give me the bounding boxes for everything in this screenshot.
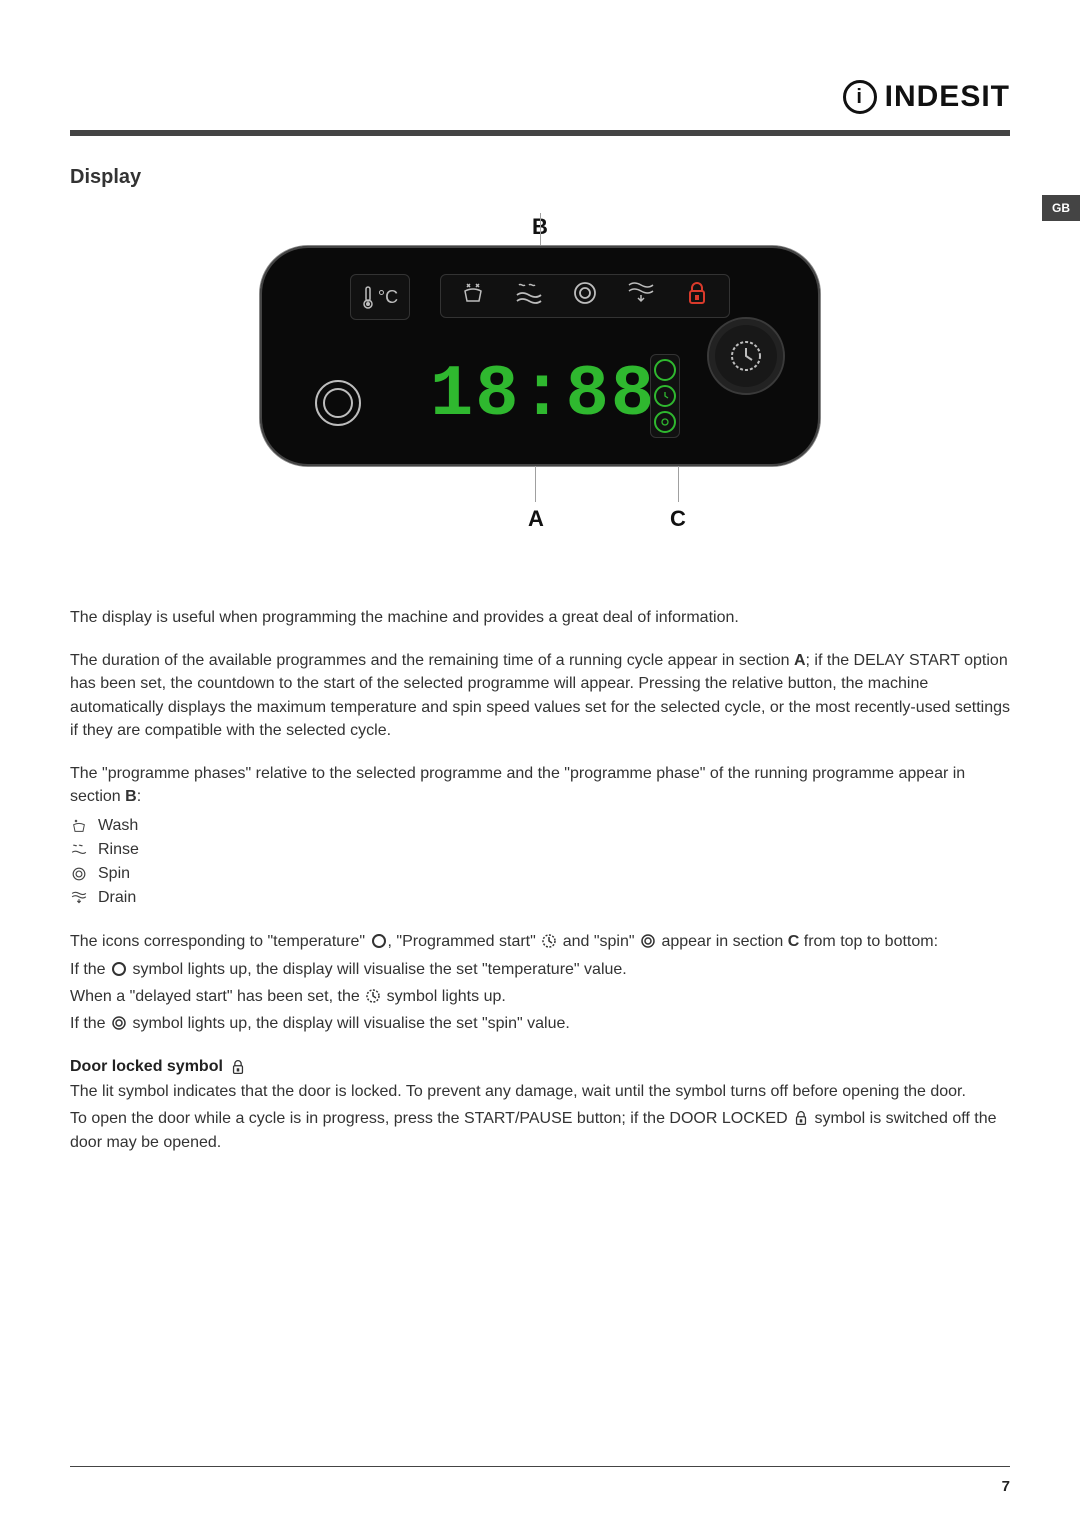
phase-list: Wash Rinse Spin Drain: [70, 814, 1010, 910]
section-c-icons: [650, 354, 680, 438]
drain-icon: [70, 891, 88, 905]
intro-paragraph: The display is useful when programming t…: [70, 606, 1010, 629]
brand-text: INDESIT: [885, 80, 1010, 114]
door-locked-heading: Door locked symbol: [70, 1055, 247, 1078]
display-panel: °C: [260, 246, 820, 466]
c-spin-icon: [654, 411, 676, 433]
rinse-icon: [70, 843, 88, 857]
callout-line-b: [540, 213, 541, 245]
temp-line: If the symbol lights up, the display wil…: [70, 958, 1010, 981]
door-paragraph-2: To open the door while a cycle is in pro…: [70, 1107, 1010, 1153]
inline-spin-icon-2: [110, 1014, 128, 1032]
inline-lock-icon: [229, 1058, 247, 1076]
rinse-phase-icon: [509, 281, 549, 311]
display-diagram: B °C: [260, 214, 820, 536]
door-paragraph-1: The lit symbol indicates that the door i…: [70, 1080, 1010, 1103]
inline-delay-icon-2: [364, 987, 382, 1005]
delay-line: When a "delayed start" has been set, the…: [70, 985, 1010, 1008]
brand-logo: i INDESIT: [843, 80, 1010, 114]
callout-line-c: [678, 466, 679, 502]
drum-icon: [315, 380, 361, 426]
inline-lock-icon-2: [792, 1109, 810, 1127]
body-text: The display is useful when programming t…: [70, 606, 1010, 1154]
phase-rinse: Rinse: [70, 838, 1010, 862]
diagram-label-a: A: [528, 506, 544, 532]
section-c-paragraph: The icons corresponding to "temperature"…: [70, 930, 1010, 953]
inline-temp-icon: [370, 932, 388, 950]
page-number: 7: [1002, 1478, 1010, 1495]
phase-spin: Spin: [70, 862, 1010, 886]
wash-icon: [70, 818, 88, 834]
inline-temp-icon-2: [110, 960, 128, 978]
c-delay-icon: [654, 385, 676, 407]
info-icon: i: [843, 80, 877, 114]
temp-unit: °C: [378, 287, 398, 308]
spin-phase-icon: [565, 281, 605, 311]
time-digits: 18:88: [430, 354, 656, 436]
diagram-bottom-labels: A C: [260, 476, 820, 536]
door-locked-icon: [677, 281, 717, 311]
diagram-label-c: C: [670, 506, 686, 532]
section-a-paragraph: The duration of the available programmes…: [70, 649, 1010, 742]
thermometer-icon: [362, 285, 374, 309]
spin-line: If the symbol lights up, the display wil…: [70, 1012, 1010, 1035]
inline-delay-icon: [540, 932, 558, 950]
temperature-indicator: °C: [350, 274, 410, 320]
clock-icon: [729, 339, 763, 373]
c-temp-icon: [654, 359, 676, 381]
inline-spin-icon: [639, 932, 657, 950]
wash-phase-icon: [453, 281, 493, 311]
drain-phase-icon: [621, 281, 661, 311]
spin-icon: [70, 867, 88, 881]
footer-divider: [70, 1466, 1010, 1467]
header-divider: [70, 130, 1010, 136]
section-b-paragraph: The "programme phases" relative to the s…: [70, 762, 1010, 808]
phase-wash: Wash: [70, 814, 1010, 838]
control-knob: [707, 317, 785, 395]
region-tab: GB: [1042, 195, 1080, 221]
section-title: Display: [70, 166, 1010, 189]
phase-icon-row: [440, 274, 730, 318]
phase-drain: Drain: [70, 886, 1010, 910]
callout-line-a: [535, 466, 536, 502]
